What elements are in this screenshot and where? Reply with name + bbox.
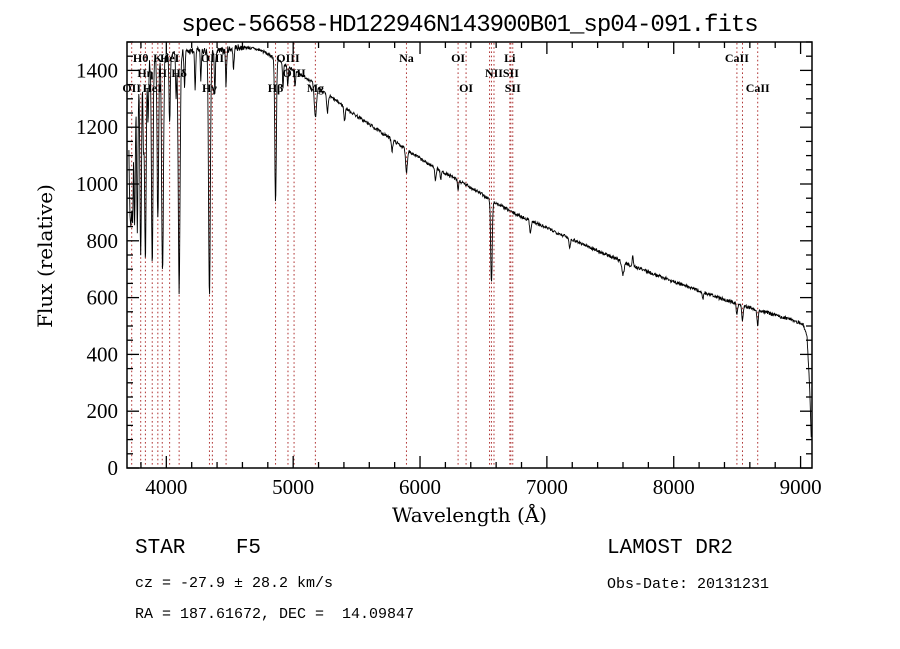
svg-text:HeI: HeI <box>160 51 180 65</box>
svg-text:1200: 1200 <box>76 115 118 139</box>
svg-text:Mg: Mg <box>307 81 324 95</box>
y-axis-label: Flux (relative) <box>33 184 57 328</box>
svg-text:Hθ: Hθ <box>133 51 149 65</box>
svg-text:OIII: OIII <box>201 51 225 65</box>
svg-text:OI: OI <box>451 51 465 65</box>
svg-text:CaII: CaII <box>746 81 770 95</box>
svg-text:1000: 1000 <box>76 172 118 196</box>
cz-value: cz = -27.9 ± 28.2 km/s <box>135 575 334 592</box>
svg-text:200: 200 <box>87 399 119 423</box>
svg-text:OII: OII <box>122 81 141 95</box>
svg-text:OIII: OIII <box>276 51 300 65</box>
svg-text:K: K <box>153 51 163 65</box>
svg-text:Na: Na <box>399 51 414 65</box>
svg-text:H: H <box>158 66 168 80</box>
svg-text:8000: 8000 <box>653 475 695 499</box>
svg-text:SII: SII <box>503 66 519 80</box>
x-axis-label: Wavelength (Å) <box>391 503 548 527</box>
svg-text:6000: 6000 <box>399 475 441 499</box>
survey-label: LAMOST DR2 <box>607 537 734 560</box>
svg-text:400: 400 <box>87 342 119 366</box>
svg-text:Li: Li <box>504 51 516 65</box>
svg-text:1400: 1400 <box>76 58 118 82</box>
page-title: spec-56658-HD122946N143900B01_sp04-091.f… <box>181 12 758 39</box>
svg-text:Hη: Hη <box>137 66 153 80</box>
svg-text:SII: SII <box>505 81 521 95</box>
svg-text:5000: 5000 <box>272 475 314 499</box>
svg-text:CaII: CaII <box>725 51 749 65</box>
svg-text:4000: 4000 <box>145 475 187 499</box>
svg-text:Hδ: Hδ <box>171 66 187 80</box>
svg-text:NII: NII <box>485 66 503 80</box>
svg-text:0: 0 <box>108 456 119 480</box>
object-class-label: STAR F5 <box>135 537 262 560</box>
svg-text:OIII: OIII <box>282 66 306 80</box>
svg-text:9000: 9000 <box>780 475 822 499</box>
svg-text:Hβ: Hβ <box>268 81 284 95</box>
ra-dec-value: RA = 187.61672, DEC = 14.09847 <box>135 606 415 623</box>
svg-text:HeI: HeI <box>143 81 163 95</box>
svg-text:OI: OI <box>459 81 473 95</box>
svg-text:800: 800 <box>87 229 119 253</box>
obs-date: Obs-Date: 20131231 <box>607 576 770 593</box>
svg-text:600: 600 <box>87 286 119 310</box>
svg-text:Hγ: Hγ <box>202 81 217 95</box>
svg-text:7000: 7000 <box>526 475 568 499</box>
